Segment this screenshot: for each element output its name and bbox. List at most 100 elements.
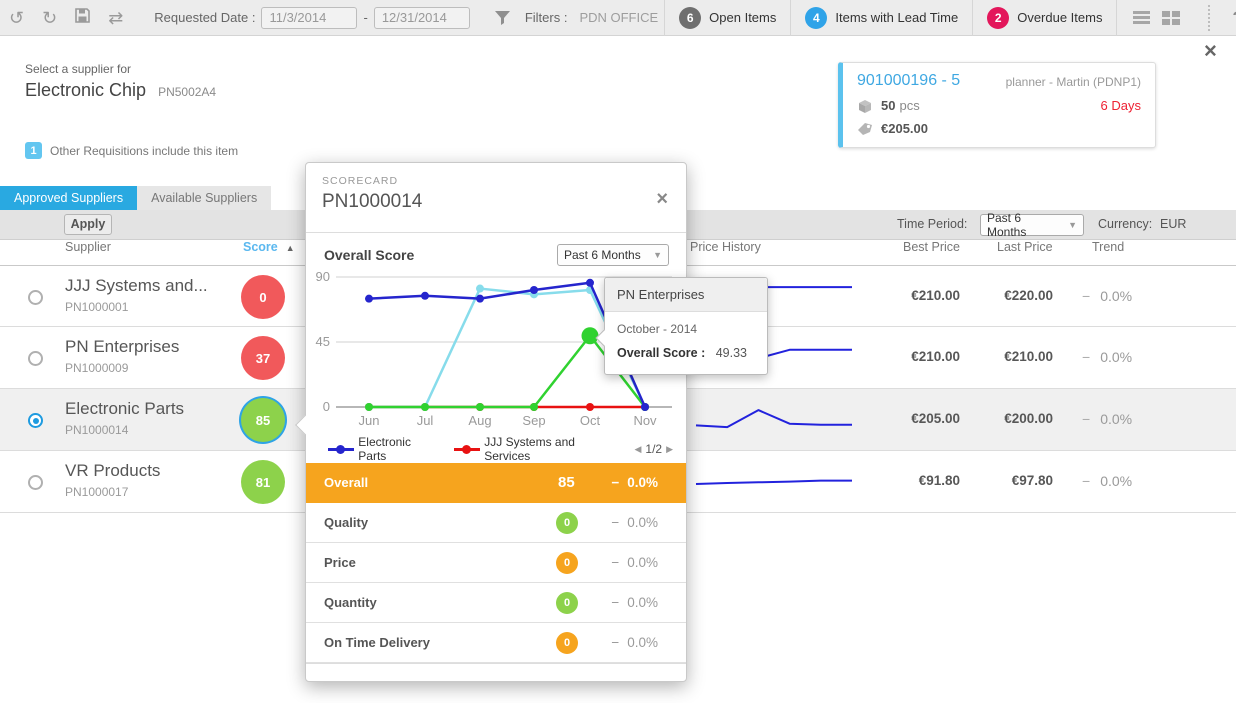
score-badge[interactable]: 85 [241, 398, 285, 442]
overdue-count-badge: 2 [987, 6, 1010, 29]
currency-value: EUR [1160, 217, 1187, 231]
metric-row-on-time-delivery[interactable]: On Time Delivery 0 −0.0% [306, 623, 686, 663]
tooltip-score-label: Overall Score : [617, 346, 706, 360]
item-part-number: PN5002A4 [158, 85, 217, 99]
legend-item[interactable]: JJJ Systems and Services [453, 435, 621, 463]
scorecard-period-dropdown[interactable]: Past 6 Months ▼ [557, 244, 669, 266]
column-header-trend[interactable]: Trend [1092, 240, 1125, 254]
lead-time-items-filter[interactable]: 4 Items with Lead Time [790, 0, 972, 36]
tab-approved-suppliers[interactable]: Approved Suppliers [0, 186, 138, 210]
trend-percent: 0.0% [1100, 411, 1133, 427]
legend-prev-icon[interactable]: ◀ [634, 443, 642, 454]
column-header-last-price[interactable]: Last Price [997, 240, 1053, 254]
overdue-items-label: Overdue Items [1017, 10, 1103, 25]
help-icon[interactable]: ? [1232, 8, 1236, 28]
undo-icon[interactable]: ↺ [9, 7, 25, 28]
score-badge[interactable]: 81 [241, 460, 285, 504]
top-toolbar: ↺ ↻ ⇄ Requested Date : - Filters : PDN O… [0, 0, 1236, 36]
metric-label: Quality [324, 515, 369, 530]
last-price-value: €220.00 [1004, 288, 1053, 303]
dotted-divider [1208, 4, 1211, 31]
date-to-input[interactable] [373, 6, 470, 29]
legend-item[interactable]: Electronic Parts [328, 435, 440, 463]
sort-ascending-icon: ▲ [285, 243, 295, 253]
floppy-disk-glyph [75, 7, 90, 23]
column-header-best-price[interactable]: Best Price [903, 240, 960, 254]
trend-dash: − [611, 555, 620, 570]
legend-label: Electronic Parts [358, 435, 411, 463]
other-requisitions-label: Other Requisitions include this item [50, 143, 239, 158]
supplier-name: JJJ Systems and... [65, 276, 208, 295]
column-header-price-history[interactable]: Price History [690, 240, 761, 254]
scorecard-eyebrow: SCORECARD [322, 175, 399, 187]
apply-button[interactable]: Apply [64, 214, 112, 235]
svg-text:Sep: Sep [522, 413, 545, 428]
svg-text:Jun: Jun [359, 413, 380, 428]
scorecard-footer [306, 663, 686, 681]
last-price-value: €200.00 [1004, 411, 1053, 426]
metric-row-price[interactable]: Price 0 −0.0% [306, 543, 686, 583]
other-requisitions-count-badge[interactable]: 1 [25, 142, 42, 159]
panel-close-icon[interactable]: × [1204, 38, 1217, 63]
filters-value[interactable]: PDN OFFICE [579, 10, 659, 25]
scorecard-close-icon[interactable]: × [656, 188, 668, 210]
tooltip-supplier-name: PN Enterprises [605, 278, 767, 312]
trend-percent: 0.0% [627, 635, 658, 650]
scorecard-popup: SCORECARD PN1000014 × Overall Score Past… [295, 162, 687, 682]
supplier-code: PN1000001 [65, 300, 129, 314]
open-items-filter[interactable]: 6 Open Items [664, 0, 790, 36]
column-header-supplier[interactable]: Supplier [65, 240, 111, 254]
transfer-icon[interactable]: ⇄ [108, 7, 124, 28]
save-icon[interactable] [75, 7, 90, 26]
lead-time-items-label: Items with Lead Time [835, 10, 959, 25]
filter-funnel-icon[interactable] [494, 10, 510, 28]
scorecard-period-value: Past 6 Months [564, 248, 641, 262]
chart-legend: Electronic Parts JJJ Systems and Service… [328, 435, 673, 463]
time-period-dropdown[interactable]: Past 6 Months ▼ [980, 211, 1084, 239]
supplier-radio[interactable] [28, 290, 43, 305]
score-badge[interactable]: 0 [241, 275, 285, 319]
trend-value: −0.0% [1082, 288, 1132, 304]
metric-label: On Time Delivery [324, 635, 430, 650]
supplier-radio[interactable] [28, 351, 43, 366]
metric-trend: −0.0% [611, 595, 658, 610]
trend-value: −0.0% [1082, 473, 1132, 489]
grid-view-icon[interactable] [1162, 10, 1181, 25]
svg-text:90: 90 [316, 269, 330, 284]
metric-trend: −0.0% [611, 555, 658, 570]
trend-value: −0.0% [1082, 411, 1132, 427]
date-from-input[interactable] [261, 6, 358, 29]
item-name: Electronic Chip [25, 80, 147, 100]
date-range-separator: - [363, 10, 368, 25]
list-view-icon[interactable] [1133, 11, 1151, 24]
supplier-radio[interactable] [28, 475, 43, 490]
metric-trend: −0.0% [611, 515, 658, 530]
requested-date-label: Requested Date : [154, 10, 256, 25]
select-supplier-prompt: Select a supplier for [25, 62, 132, 76]
metric-row-overall[interactable]: Overall 85 −0.0% [306, 463, 686, 503]
requisition-id-link[interactable]: 901000196 - 5 [857, 72, 961, 89]
supplier-code: PN1000009 [65, 361, 129, 375]
days-remaining: 6 Days [1100, 98, 1141, 113]
metric-row-quantity[interactable]: Quantity 0 −0.0% [306, 583, 686, 623]
overdue-items-filter[interactable]: 2 Overdue Items [972, 0, 1116, 36]
svg-text:Aug: Aug [468, 413, 491, 428]
supplier-radio[interactable] [28, 413, 43, 428]
supplier-name: VR Products [65, 461, 161, 480]
overall-score-chart: 0 45 90 Jun Jul Aug Sep Oct Nov [316, 269, 672, 428]
supplier-name: PN Enterprises [65, 337, 180, 356]
best-price-value: €91.80 [918, 473, 960, 488]
trend-value: −0.0% [1082, 349, 1132, 365]
supplier-code: PN1000017 [65, 485, 129, 499]
price-tag-icon [858, 122, 872, 135]
legend-next-icon[interactable]: ▶ [666, 443, 673, 454]
supplier-code: PN1000014 [65, 423, 129, 437]
metric-row-quality[interactable]: Quality 0 −0.0% [306, 503, 686, 543]
trend-percent: 0.0% [1100, 473, 1133, 489]
tab-available-suppliers[interactable]: Available Suppliers [137, 186, 272, 210]
column-header-score[interactable]: Score ▲ [243, 240, 295, 254]
redo-icon[interactable]: ↻ [42, 7, 58, 28]
score-badge[interactable]: 37 [241, 336, 285, 380]
metric-score-badge: 0 [556, 552, 578, 574]
